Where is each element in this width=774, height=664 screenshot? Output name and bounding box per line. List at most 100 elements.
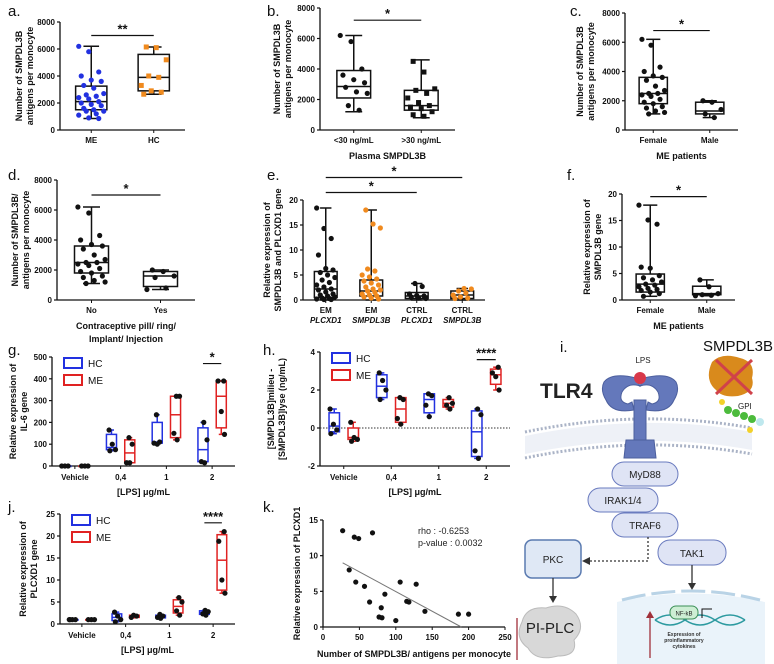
data-point xyxy=(204,437,210,443)
data-point xyxy=(314,205,320,211)
data-point xyxy=(98,78,104,84)
data-point xyxy=(324,272,331,278)
y-axis-label: Relative expression of xyxy=(262,201,272,298)
data-point xyxy=(346,567,352,573)
data-point xyxy=(88,270,95,276)
data-point xyxy=(81,82,87,89)
tlr4-label: TLR4 xyxy=(540,380,593,403)
data-point xyxy=(365,288,371,294)
data-point xyxy=(639,36,645,42)
y-tick-label: 8000 xyxy=(297,4,315,13)
y-tick-label: 10 xyxy=(608,243,617,252)
data-point xyxy=(424,90,430,96)
data-point xyxy=(340,528,346,534)
y-axis-label: Relative expression of xyxy=(582,198,592,295)
data-point xyxy=(361,583,368,589)
panel-letter-a: a. xyxy=(8,3,21,20)
chart-panel-e: e. 0 5 10 15 20 Relative expression of SMPDL3B … xyxy=(262,164,485,325)
y-axis-label: Number of SMPDL3B xyxy=(575,26,585,117)
irak-node xyxy=(587,487,659,513)
panel-letter-f: f. xyxy=(567,167,575,184)
data-point xyxy=(129,441,135,447)
y-tick-label: 15 xyxy=(46,554,55,563)
y-tick-label: 500 xyxy=(34,353,48,362)
x-tick-label: 1 xyxy=(167,631,172,640)
data-point xyxy=(461,285,467,292)
data-point xyxy=(383,387,389,393)
data-point xyxy=(149,267,155,273)
legend-label: ME xyxy=(96,533,111,544)
x-axis-label: ME patients xyxy=(656,151,707,161)
data-point xyxy=(657,64,663,70)
x-axis-label: ME patients xyxy=(653,321,704,331)
y-axis-label: Number of SMPDL3B xyxy=(14,30,24,121)
y-tick-label: 0 xyxy=(48,296,53,305)
data-point xyxy=(101,90,107,97)
expression-line-1: Expression of xyxy=(667,632,700,638)
data-point xyxy=(160,268,166,275)
y-tick-label: 15 xyxy=(309,516,318,525)
box xyxy=(216,533,228,591)
x-tick-label: >30 ng/mL xyxy=(401,136,441,145)
y-tick-label: 25 xyxy=(46,510,55,519)
y-axis-label: Number of SMPDL3B/ xyxy=(10,193,20,287)
data-point xyxy=(443,402,450,408)
data-point xyxy=(91,85,97,91)
data-point xyxy=(153,45,159,51)
data-point xyxy=(432,86,438,92)
data-point xyxy=(222,590,228,596)
data-point xyxy=(201,419,207,425)
significance-marker: * xyxy=(385,6,391,21)
data-point xyxy=(426,103,432,109)
data-point xyxy=(457,294,464,300)
data-point xyxy=(709,99,715,105)
data-point xyxy=(353,89,360,95)
data-point xyxy=(661,109,668,116)
data-point xyxy=(179,599,185,605)
x-tick-label: EM xyxy=(365,306,377,315)
data-point xyxy=(455,611,462,617)
x-tick-label: 0 xyxy=(321,633,326,642)
data-point xyxy=(645,217,651,223)
panel-letter-h: h. xyxy=(263,342,276,359)
tlr4-receptor-icon xyxy=(601,375,679,459)
y-tick-label: 2000 xyxy=(602,97,620,106)
data-point xyxy=(359,66,365,72)
data-point xyxy=(337,32,343,39)
data-point xyxy=(328,286,334,292)
arrowhead-icon xyxy=(688,583,696,590)
legend-swatch-hc xyxy=(63,357,83,369)
data-point xyxy=(446,395,452,401)
chart-panel-h: h. -2 0 2 4 [SMPDL3B]milieu - [SMPDL3B]lyse (n… xyxy=(263,342,510,497)
data-point xyxy=(643,77,650,83)
data-point xyxy=(173,608,180,614)
x-tick-label: Male xyxy=(701,136,719,145)
data-point xyxy=(659,74,665,80)
data-point xyxy=(474,406,481,412)
gpi-label: GPI xyxy=(738,402,752,411)
data-point xyxy=(154,441,160,447)
x-tick-label: Female xyxy=(636,306,664,315)
data-point xyxy=(345,103,351,109)
data-point xyxy=(361,278,367,284)
y-axis-label: SMPDL3B gene xyxy=(593,214,603,281)
significance-marker: * xyxy=(391,164,397,179)
data-point xyxy=(109,441,115,447)
y-tick-label: 15 xyxy=(608,217,617,226)
y-tick-label: 0 xyxy=(616,126,621,135)
data-point xyxy=(465,295,471,301)
expression-line-3: cytokines xyxy=(672,644,695,650)
data-point xyxy=(364,90,370,96)
data-point xyxy=(353,579,359,585)
data-point xyxy=(107,448,113,454)
x-tick-label: 2 xyxy=(211,631,216,640)
data-point xyxy=(422,608,428,614)
data-point xyxy=(646,111,652,117)
x-tick-label: Vehicle xyxy=(68,631,96,640)
data-point xyxy=(334,427,340,433)
y-axis-label: Relative expression of PLCXD1 xyxy=(292,507,302,641)
x-tick-label: 50 xyxy=(355,633,364,642)
data-point xyxy=(96,99,102,105)
data-point xyxy=(218,408,224,415)
data-point xyxy=(158,615,164,621)
